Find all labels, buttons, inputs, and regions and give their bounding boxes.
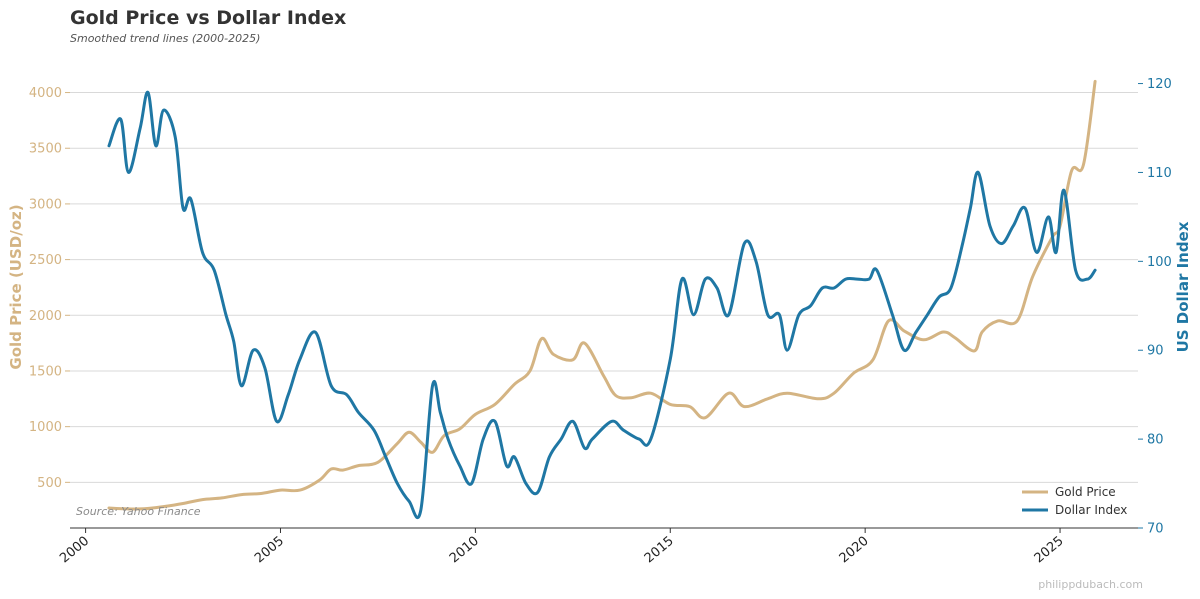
y-axis-left-ticks: 500 1000 1500 2000 2500 3000 3500 4000	[29, 86, 70, 491]
source-note: Source: Yahoo Finance	[76, 505, 201, 518]
x-tick-label: 2015	[642, 534, 677, 567]
y-left-tick-label: 1000	[29, 420, 62, 435]
y-left-tick-label: 2000	[29, 309, 62, 324]
legend-label-dollar-index: Dollar Index	[1055, 503, 1127, 517]
y-left-tick-label: 1500	[29, 364, 62, 379]
series-line-dollar-index	[107, 90, 1097, 520]
chart-title: Gold Price vs Dollar Index	[70, 7, 346, 29]
y-right-tick-label: 120	[1147, 77, 1172, 92]
watermark: philippdubach.com	[1038, 578, 1143, 591]
x-tick-label: 2010	[447, 534, 482, 567]
x-tick-label: 2000	[57, 534, 92, 567]
legend-label-gold-price: Gold Price	[1055, 485, 1116, 499]
series-line-gold-price	[107, 79, 1097, 511]
x-tick-label: 2005	[252, 534, 287, 567]
y-right-tick-label: 80	[1147, 433, 1164, 448]
y-right-tick-label: 100	[1147, 255, 1172, 270]
y-left-tick-label: 4000	[29, 86, 62, 101]
x-tick-label: 2025	[1032, 534, 1067, 567]
y-axis-right-ticks: 70 80 90 100 110 120	[1138, 77, 1172, 537]
y-right-tick-label: 90	[1147, 344, 1164, 359]
y-right-tick-label: 110	[1147, 166, 1172, 181]
y-axis-left-label: Gold Price (USD/oz)	[7, 204, 25, 369]
y-left-tick-label: 3000	[29, 197, 62, 212]
y-left-tick-label: 500	[37, 476, 62, 491]
y-right-tick-label: 70	[1147, 522, 1164, 537]
y-left-tick-label: 3500	[29, 142, 62, 157]
x-tick-label: 2020	[837, 534, 872, 567]
legend: Gold Price Dollar Index	[1022, 485, 1127, 517]
y-left-tick-label: 2500	[29, 253, 62, 268]
chart-subtitle: Smoothed trend lines (2000-2025)	[70, 32, 260, 45]
y-axis-right-label: US Dollar Index	[1174, 221, 1192, 352]
x-axis-ticks: 2000 2005 2010 2015 2020 2025	[57, 528, 1067, 567]
gridlines	[70, 92, 1138, 483]
